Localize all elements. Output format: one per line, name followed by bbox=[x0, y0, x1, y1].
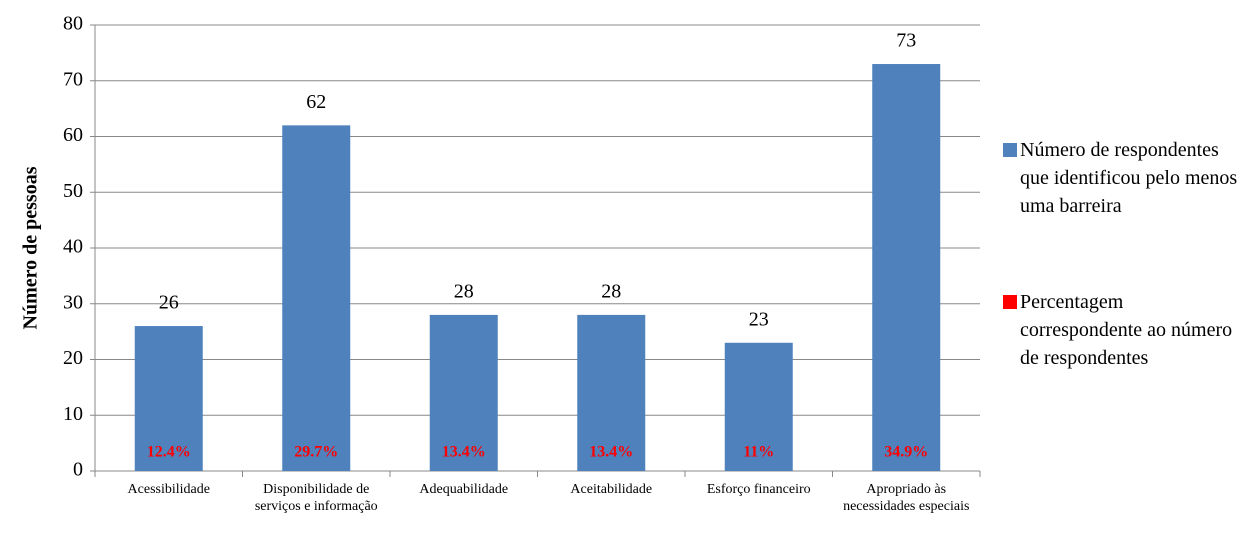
bar bbox=[429, 314, 498, 471]
legend-label: Número de respondentes que identificou p… bbox=[1020, 139, 1238, 217]
y-tick-label: 80 bbox=[63, 13, 83, 35]
bar bbox=[577, 314, 646, 471]
value-label: 23 bbox=[749, 308, 769, 330]
bar bbox=[282, 125, 351, 471]
legend-swatch bbox=[1003, 295, 1017, 309]
x-tick-label: Adequabilidade bbox=[419, 482, 509, 497]
value-label: 28 bbox=[601, 280, 621, 302]
percent-label: 13.4% bbox=[589, 444, 633, 461]
bar bbox=[134, 326, 203, 471]
y-tick-label: 0 bbox=[73, 459, 83, 481]
y-tick-label: 70 bbox=[63, 68, 83, 90]
x-tick-label: Acessibilidade bbox=[127, 482, 210, 497]
value-label: 62 bbox=[306, 91, 326, 113]
legend-swatch bbox=[1003, 143, 1017, 157]
y-tick-label: 60 bbox=[63, 124, 83, 146]
y-tick-label: 10 bbox=[63, 403, 83, 425]
x-tick-label: Esforço financeiro bbox=[706, 482, 811, 497]
value-label: 28 bbox=[454, 280, 474, 302]
percent-label: 12.4% bbox=[147, 444, 191, 461]
percent-label: 13.4% bbox=[442, 444, 486, 461]
percent-label: 34.9% bbox=[884, 444, 928, 461]
y-axis-label: Número de pessoas bbox=[20, 166, 42, 329]
y-tick-label: 50 bbox=[63, 180, 83, 202]
bar bbox=[872, 64, 941, 472]
y-tick-label: 30 bbox=[63, 291, 83, 313]
x-tick-label: Disponibilidade de serviços e informação bbox=[254, 482, 378, 514]
y-tick-label: 40 bbox=[63, 236, 83, 258]
x-tick-label: Apropriado às necessidades especiais bbox=[843, 482, 970, 514]
bar bbox=[724, 342, 793, 471]
percent-label: 11% bbox=[743, 444, 774, 461]
y-tick-label: 20 bbox=[63, 347, 83, 369]
value-label: 73 bbox=[896, 30, 916, 52]
value-label: 26 bbox=[159, 292, 179, 314]
percent-label: 29.7% bbox=[294, 444, 338, 461]
legend-label: Percentagem correspondente ao número de … bbox=[1020, 291, 1233, 369]
x-tick-label: Aceitabilidade bbox=[570, 482, 653, 497]
